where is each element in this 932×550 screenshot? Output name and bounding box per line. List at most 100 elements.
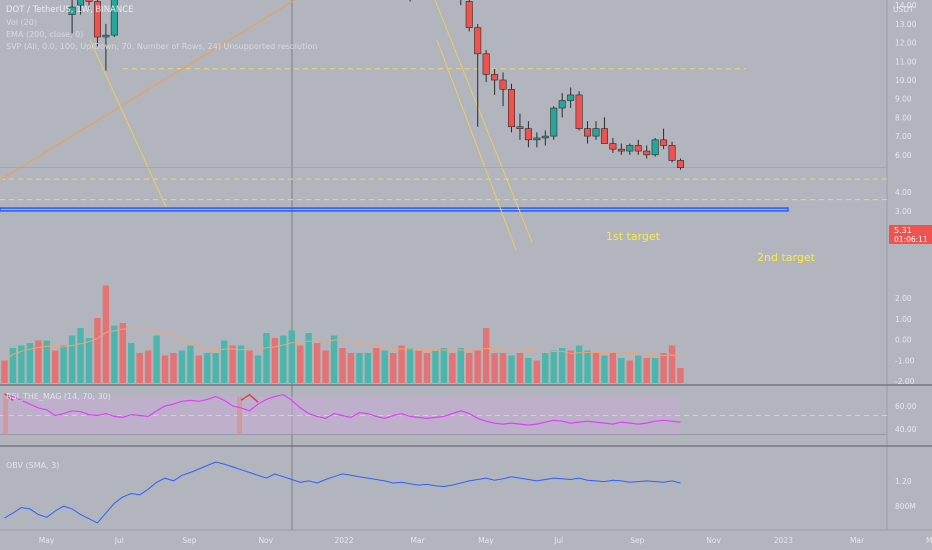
candle-body bbox=[516, 126, 524, 129]
time-label: Mar bbox=[850, 536, 865, 545]
volume-bar bbox=[144, 350, 152, 383]
volume-bar bbox=[499, 353, 507, 383]
volume-bar bbox=[280, 335, 287, 383]
second-target-label: 2nd target bbox=[757, 251, 816, 264]
candle-body bbox=[68, 6, 76, 15]
time-label: Sep bbox=[182, 536, 196, 545]
candle-body bbox=[609, 143, 617, 150]
rsi-overbought-mark bbox=[3, 396, 8, 435]
support-zone bbox=[0, 207, 789, 212]
bar-countdown: 01:06:11 bbox=[894, 235, 928, 244]
time-label: Nov bbox=[706, 536, 721, 545]
rsi-tick-60: 60.00 bbox=[895, 402, 917, 411]
rsi-title[interactable]: RSI_THE_MAG (14, 70, 30) bbox=[6, 392, 111, 401]
volume-bar bbox=[584, 350, 591, 383]
volume-bar bbox=[339, 348, 346, 383]
price-tick-label: 1.00 bbox=[895, 315, 912, 324]
volume-bar bbox=[68, 335, 76, 383]
candle-body bbox=[617, 148, 625, 152]
candle-body bbox=[584, 128, 592, 137]
volume-bar bbox=[153, 335, 160, 383]
candle-body bbox=[93, 1, 101, 38]
volume-bar bbox=[297, 345, 304, 383]
volume-bar bbox=[85, 338, 93, 383]
volume-bar bbox=[516, 353, 524, 383]
volume-bar bbox=[609, 353, 617, 383]
candle-body bbox=[465, 1, 473, 28]
volume-bar bbox=[567, 350, 574, 383]
price-axis[interactable] bbox=[887, 0, 932, 550]
volume-bar bbox=[263, 333, 270, 383]
rsi-tick-40: 40.00 bbox=[895, 425, 917, 434]
obv-title[interactable]: OBV (SMA, 3) bbox=[6, 461, 59, 470]
candle-body bbox=[524, 128, 532, 141]
volume-bar bbox=[136, 353, 143, 383]
indicator-volume-label[interactable]: Vol (20) bbox=[6, 18, 37, 27]
candle-body bbox=[643, 150, 651, 156]
indicator-ema-label[interactable]: EMA (200, close, 0) bbox=[6, 30, 83, 39]
price-tick-label: -2.00 bbox=[895, 377, 915, 386]
candle-body bbox=[600, 128, 608, 144]
volume-ma-line bbox=[4, 328, 681, 361]
candle-body bbox=[507, 89, 515, 128]
rsi-overbought-segment bbox=[4, 393, 14, 401]
volume-bar bbox=[575, 345, 583, 383]
volume-bar bbox=[423, 353, 431, 383]
candle-body bbox=[558, 100, 566, 109]
volume-bar bbox=[246, 350, 253, 383]
price-tick-label: 2.00 bbox=[895, 294, 912, 303]
obv-tick-high: 1.20 bbox=[895, 477, 912, 486]
volume-bar bbox=[364, 353, 372, 383]
volume-bar bbox=[94, 318, 101, 383]
indicator-svp-label[interactable]: SVP (All, 0.0, 100, Up/Down, 70, Number … bbox=[6, 42, 317, 51]
last-price-badge bbox=[889, 225, 932, 244]
volume-bar bbox=[533, 360, 541, 383]
price-tick-label: 6.00 bbox=[895, 151, 912, 160]
volume-bar bbox=[635, 355, 642, 383]
volume-bar bbox=[119, 323, 126, 383]
price-tick-label: 0.00 bbox=[895, 336, 912, 345]
volume-bar bbox=[677, 368, 684, 383]
volume-bar bbox=[482, 328, 490, 383]
volume-bar bbox=[60, 345, 67, 383]
candle-body bbox=[567, 94, 575, 101]
price-tick-label: 14.00 bbox=[895, 1, 917, 10]
volume-bar bbox=[415, 350, 422, 383]
candle-body bbox=[491, 74, 499, 81]
price-tick-label: 12.00 bbox=[895, 39, 917, 48]
candle-body bbox=[676, 160, 684, 169]
volume-bar bbox=[651, 358, 659, 383]
volume-bar bbox=[508, 355, 515, 383]
volume-bar bbox=[466, 353, 473, 383]
candle-body bbox=[77, 0, 85, 6]
candle-body bbox=[634, 145, 642, 152]
volume-bar bbox=[457, 348, 464, 383]
volume-bar bbox=[601, 355, 608, 383]
volume-bar bbox=[406, 348, 414, 383]
volume-bar bbox=[1, 360, 8, 383]
volume-bar bbox=[491, 353, 498, 383]
time-label: 2023 bbox=[774, 536, 793, 545]
candle-body bbox=[660, 139, 668, 146]
price-tick-label: 3.00 bbox=[895, 207, 912, 216]
obv-tick-low: 800M bbox=[895, 502, 916, 511]
volume-bar bbox=[322, 350, 329, 383]
candle-body bbox=[499, 79, 507, 90]
symbol-title[interactable]: DOT / TetherUS, 1W, BINANCE bbox=[6, 5, 134, 15]
candle-body bbox=[626, 145, 634, 152]
candle-body bbox=[541, 135, 549, 139]
volume-bar bbox=[102, 285, 110, 383]
volume-bar bbox=[187, 345, 194, 383]
time-axis[interactable]: May Jul Sep Nov 2022 Mar May Jul Sep Nov 2023 Mar Ma… bbox=[39, 536, 932, 545]
price-tick-label: -1.00 bbox=[895, 356, 915, 365]
volume-bar bbox=[381, 350, 388, 383]
volume-bar bbox=[525, 358, 532, 383]
volume-bar bbox=[52, 350, 59, 383]
candle-body bbox=[668, 145, 676, 161]
volume-bar bbox=[390, 353, 397, 383]
volume-bar bbox=[212, 353, 219, 383]
yellow-channel-line bbox=[436, 39, 517, 251]
volume-bar bbox=[474, 350, 481, 383]
